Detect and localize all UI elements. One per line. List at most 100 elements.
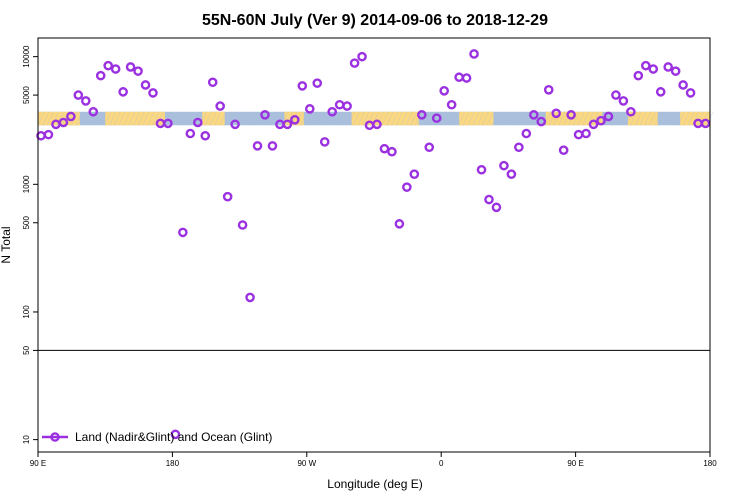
- band-texture: [123, 111, 131, 126]
- band-texture: [338, 111, 346, 126]
- band-land: [459, 111, 494, 126]
- data-point: [640, 60, 651, 71]
- y-tick-label: 1000: [22, 175, 31, 193]
- data-point: [103, 60, 113, 71]
- band-texture: [362, 111, 370, 126]
- data-point: [581, 128, 591, 139]
- x-tick-label: 180: [703, 459, 717, 468]
- data-point: [230, 119, 240, 130]
- data-point: [476, 164, 487, 175]
- x-tick-label: 90 E: [567, 459, 583, 468]
- data-point: [170, 429, 181, 440]
- band-texture: [267, 111, 274, 126]
- y-tick-label: 100: [22, 305, 31, 319]
- y-tick-label: 10000: [22, 45, 31, 68]
- data-point: [648, 64, 659, 74]
- chart-title: 55N-60N July (Ver 9) 2014-09-06 to 2018-…: [202, 12, 548, 29]
- data-point: [66, 111, 76, 122]
- data-point: [588, 119, 599, 130]
- band-texture: [171, 111, 179, 126]
- band-texture: [505, 111, 513, 126]
- data-point: [678, 80, 688, 90]
- band-texture: [381, 111, 389, 126]
- band-texture: [697, 111, 704, 126]
- data-point: [215, 101, 225, 111]
- data-point: [58, 117, 69, 128]
- data-point: [327, 106, 337, 117]
- band-texture: [252, 111, 260, 126]
- data-point: [125, 62, 136, 72]
- band-texture: [118, 111, 126, 126]
- band-texture: [204, 111, 212, 126]
- band-texture: [286, 111, 293, 126]
- data-point: [192, 117, 203, 128]
- band-texture: [166, 111, 174, 126]
- y-axis-ticks: 10 50 100 500 1000 5000 10000: [22, 45, 38, 444]
- band-texture: [677, 111, 685, 126]
- x-axis-label: Longitude (deg E): [327, 477, 422, 491]
- x-tick-label: 90 W: [297, 459, 316, 468]
- band-texture: [625, 111, 633, 126]
- data-point: [514, 142, 524, 153]
- data-point: [95, 70, 106, 81]
- y-tick-label: 5000: [22, 86, 31, 104]
- band-texture: [185, 111, 193, 126]
- band-texture: [644, 111, 652, 126]
- data-point: [573, 129, 584, 140]
- plot-frame: [37, 37, 711, 453]
- band-texture: [209, 111, 217, 126]
- band-texture: [462, 111, 470, 126]
- data-point: [424, 142, 435, 153]
- data-point: [342, 101, 352, 111]
- band-texture: [391, 111, 398, 126]
- band-texture: [243, 111, 250, 126]
- data-point: [551, 108, 561, 119]
- band-texture: [649, 111, 657, 126]
- band-texture: [477, 111, 485, 126]
- band-texture: [577, 111, 585, 126]
- data-point: [163, 118, 173, 129]
- data-point: [431, 113, 442, 123]
- data-point: [185, 128, 196, 139]
- band-texture: [591, 111, 599, 126]
- band-texture: [486, 111, 494, 126]
- band-texture: [176, 111, 183, 126]
- data-point: [394, 219, 405, 229]
- band-texture: [305, 111, 312, 126]
- data-point: [633, 70, 644, 81]
- data-point: [626, 106, 636, 117]
- band-texture: [458, 111, 465, 126]
- band-texture: [180, 111, 188, 126]
- band-texture: [658, 111, 666, 126]
- band-texture: [410, 111, 418, 126]
- band-texture: [190, 111, 198, 126]
- data-point: [558, 145, 569, 156]
- band-texture: [348, 111, 355, 126]
- data-point: [528, 110, 539, 120]
- data-point: [484, 194, 494, 205]
- data-point: [334, 99, 345, 110]
- data-point: [312, 78, 323, 88]
- data-point: [237, 220, 248, 230]
- data-point: [222, 191, 233, 202]
- band-texture: [37, 111, 45, 126]
- band-texture: [405, 111, 413, 126]
- band-texture: [133, 111, 140, 126]
- band-texture: [319, 111, 327, 126]
- data-point: [110, 64, 121, 74]
- band-texture: [520, 111, 528, 126]
- data-point: [297, 81, 308, 91]
- band-texture: [639, 111, 647, 126]
- legend-entry: Land (Nadir&Glint) and Ocean (Glint): [75, 430, 272, 444]
- band-texture: [271, 111, 279, 126]
- data-point: [252, 141, 263, 151]
- data-point: [655, 87, 666, 97]
- band-texture: [276, 111, 284, 126]
- band-texture: [663, 111, 671, 126]
- data-point: [402, 182, 412, 192]
- band-texture: [558, 111, 566, 126]
- band-texture: [357, 111, 365, 126]
- data-point: [685, 88, 696, 98]
- band-texture: [367, 111, 375, 126]
